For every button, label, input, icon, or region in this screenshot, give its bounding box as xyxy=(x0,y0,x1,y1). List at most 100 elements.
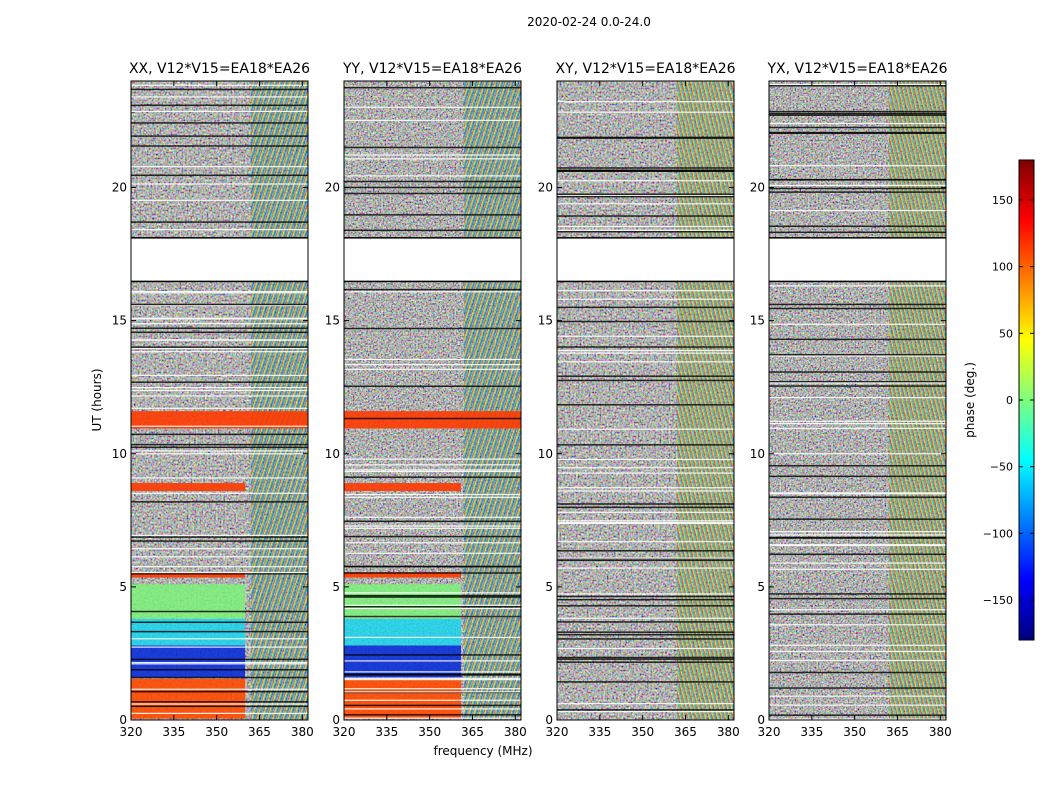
gap-edge xyxy=(557,237,734,239)
flag-line xyxy=(131,346,308,348)
flag-line xyxy=(557,521,734,524)
flag-line xyxy=(557,428,734,430)
phase-band-green xyxy=(131,584,246,619)
phase-strip-red xyxy=(131,483,246,492)
flag-line xyxy=(769,492,946,494)
x-tick-label: 350 xyxy=(631,725,654,739)
flag-line xyxy=(344,660,521,662)
x-tick-label: 335 xyxy=(375,725,398,739)
flag-line xyxy=(557,195,734,198)
flag-line xyxy=(344,458,521,460)
flag-line xyxy=(344,596,521,598)
flag-line xyxy=(557,320,734,323)
colorbar-tick-label: 50 xyxy=(999,327,1013,340)
y-tick-label: 0 xyxy=(332,713,340,727)
flag-line xyxy=(769,307,946,310)
flag-line xyxy=(557,379,734,382)
gap-edge xyxy=(344,280,521,283)
flag-line xyxy=(557,621,734,623)
flag-line xyxy=(769,624,946,626)
phase-band-red-low xyxy=(344,678,462,719)
flag-line xyxy=(557,511,734,513)
flag-line xyxy=(769,714,946,716)
flag-line xyxy=(344,714,521,716)
flag-line xyxy=(344,470,521,473)
panel-title: XY, V12*V15=EA18*EA26 xyxy=(555,61,735,77)
flag-line xyxy=(557,605,734,607)
flag-line xyxy=(344,180,521,183)
colorbar-tick-label: −150 xyxy=(983,594,1013,607)
y-tick-label: 20 xyxy=(325,181,340,195)
flag-line xyxy=(557,169,734,172)
flag-line xyxy=(131,453,308,455)
phase-band-green xyxy=(344,584,462,619)
flag-line xyxy=(344,86,521,89)
flag-line xyxy=(344,708,521,710)
flag-line xyxy=(344,493,521,496)
flag-line xyxy=(131,292,308,294)
phase-band-blue xyxy=(131,645,246,678)
flag-line xyxy=(344,592,521,594)
flag-line xyxy=(344,106,521,108)
flag-line xyxy=(769,650,946,653)
flag-line xyxy=(344,186,521,189)
colorbar-tick-label: −50 xyxy=(990,461,1013,474)
flag-line xyxy=(131,573,308,575)
flag-line xyxy=(557,633,734,636)
x-tick-label: 350 xyxy=(418,725,441,739)
flag-line xyxy=(557,567,734,569)
y-tick-label: 5 xyxy=(119,580,127,594)
flag-line xyxy=(769,593,946,595)
panels-group: XX, V12*V15=EA18*EA26 320 335 350 365 380 0 5 10… xyxy=(112,61,952,739)
gap-edge xyxy=(769,280,946,283)
flag-line xyxy=(344,214,521,216)
panel-yx: YX, V12*V15=EA18*EA26 320 335 350 365 380 0 5 10… xyxy=(750,61,952,739)
flag-line xyxy=(131,446,308,449)
flag-line xyxy=(769,453,946,455)
flag-line xyxy=(769,380,946,383)
flag-line xyxy=(769,323,946,325)
flag-line xyxy=(344,175,521,177)
panel-title: YY, V12*V15=EA18*EA26 xyxy=(342,61,522,77)
flag-line xyxy=(131,492,308,494)
flag-line xyxy=(344,192,521,195)
flag-line xyxy=(131,395,308,397)
gap-edge xyxy=(769,237,946,239)
x-tick-label: 380 xyxy=(929,725,952,739)
flag-line xyxy=(131,703,308,705)
flag-line xyxy=(769,83,946,86)
flag-line xyxy=(769,687,946,689)
flag-line xyxy=(769,184,946,186)
flag-line xyxy=(769,496,946,498)
y-tick-label: 0 xyxy=(119,713,127,727)
flag-line xyxy=(344,542,521,544)
axes-frame xyxy=(343,80,522,721)
x-tick-label: 320 xyxy=(120,725,143,739)
flag-line xyxy=(131,145,308,147)
x-tick-label: 380 xyxy=(291,725,314,739)
flag-line xyxy=(131,688,308,690)
flag-line xyxy=(131,407,308,409)
flag-line xyxy=(131,331,308,334)
flag-line xyxy=(557,557,734,559)
flag-line xyxy=(344,527,521,529)
flag-line xyxy=(769,465,946,467)
flag-line xyxy=(769,475,946,478)
flag-line xyxy=(557,193,734,195)
flag-line xyxy=(131,610,308,613)
y-tick-label: 15 xyxy=(750,314,765,328)
flag-line xyxy=(769,718,946,720)
flag-line xyxy=(557,472,734,474)
phase-band-red-mid xyxy=(344,411,521,429)
fringe-pattern xyxy=(676,81,734,720)
flag-line xyxy=(131,477,308,479)
flag-line xyxy=(131,536,308,538)
flag-line xyxy=(344,594,521,597)
phase-band-red-low xyxy=(131,678,246,719)
flag-line xyxy=(557,593,734,595)
y-tick-label: 5 xyxy=(332,580,340,594)
flag-line xyxy=(131,104,308,107)
flag-line xyxy=(557,404,734,406)
colorbar-tick-label: 0 xyxy=(1006,394,1013,407)
